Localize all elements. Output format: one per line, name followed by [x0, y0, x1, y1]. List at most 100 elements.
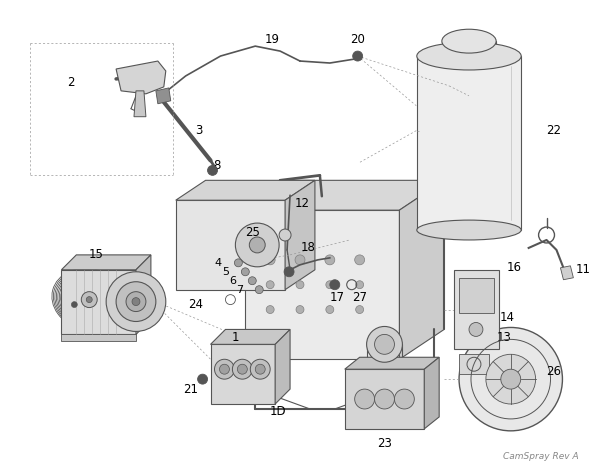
Text: 6: 6 — [229, 276, 236, 286]
Circle shape — [215, 359, 235, 379]
Circle shape — [355, 255, 365, 265]
Circle shape — [255, 364, 265, 374]
Circle shape — [295, 255, 305, 265]
Circle shape — [86, 297, 92, 302]
Text: 21: 21 — [183, 382, 198, 396]
Text: 23: 23 — [377, 437, 392, 450]
Text: 4: 4 — [215, 258, 222, 268]
Text: 3: 3 — [195, 124, 202, 137]
Circle shape — [71, 301, 77, 308]
Polygon shape — [345, 369, 424, 429]
Circle shape — [255, 286, 263, 293]
Text: 18: 18 — [301, 242, 316, 254]
Circle shape — [374, 334, 394, 354]
Text: 8: 8 — [213, 159, 220, 172]
Ellipse shape — [442, 29, 496, 53]
Circle shape — [284, 267, 294, 277]
Text: 22: 22 — [546, 124, 561, 137]
Circle shape — [279, 229, 291, 241]
Polygon shape — [136, 255, 151, 334]
Circle shape — [81, 292, 97, 308]
Polygon shape — [176, 200, 285, 290]
Polygon shape — [61, 255, 151, 270]
Text: 7: 7 — [236, 284, 243, 295]
Circle shape — [459, 327, 562, 431]
Circle shape — [235, 259, 242, 267]
Text: 14: 14 — [499, 311, 514, 324]
Text: 13: 13 — [496, 331, 511, 344]
Circle shape — [232, 359, 252, 379]
Circle shape — [486, 354, 536, 404]
Circle shape — [355, 389, 374, 409]
Circle shape — [394, 389, 415, 409]
Polygon shape — [61, 270, 136, 334]
Circle shape — [250, 237, 265, 253]
Circle shape — [367, 326, 403, 362]
Text: 24: 24 — [188, 298, 203, 311]
Circle shape — [266, 306, 274, 314]
Bar — [454, 270, 499, 349]
Circle shape — [132, 298, 140, 306]
Circle shape — [197, 374, 208, 384]
Polygon shape — [424, 357, 439, 429]
Polygon shape — [211, 329, 290, 344]
Polygon shape — [285, 180, 315, 290]
Polygon shape — [275, 329, 290, 404]
Circle shape — [296, 306, 304, 314]
Text: CamSpray Rev A: CamSpray Rev A — [503, 452, 578, 461]
Circle shape — [353, 51, 362, 61]
Text: 12: 12 — [295, 197, 310, 210]
Ellipse shape — [417, 42, 521, 70]
Text: 19: 19 — [265, 32, 280, 46]
Polygon shape — [116, 61, 166, 94]
Circle shape — [325, 255, 335, 265]
Circle shape — [241, 268, 250, 276]
Text: 20: 20 — [350, 32, 365, 46]
Circle shape — [356, 306, 364, 314]
Polygon shape — [418, 56, 521, 230]
Text: 27: 27 — [352, 291, 367, 304]
Circle shape — [501, 369, 521, 389]
Polygon shape — [156, 88, 171, 104]
Circle shape — [326, 281, 334, 289]
Text: 11: 11 — [576, 263, 591, 276]
Polygon shape — [345, 357, 439, 369]
Circle shape — [326, 306, 334, 314]
Circle shape — [330, 280, 340, 290]
Text: 10: 10 — [134, 288, 148, 301]
Bar — [459, 278, 494, 313]
Circle shape — [265, 255, 275, 265]
Circle shape — [235, 223, 279, 267]
Text: 16: 16 — [506, 261, 521, 274]
Polygon shape — [245, 180, 444, 210]
Circle shape — [469, 323, 483, 336]
Circle shape — [266, 281, 274, 289]
Circle shape — [220, 364, 229, 374]
Text: 1: 1 — [232, 331, 239, 344]
Polygon shape — [61, 334, 136, 341]
Text: 5: 5 — [222, 267, 229, 277]
Text: 17: 17 — [329, 291, 344, 304]
Circle shape — [238, 364, 247, 374]
Circle shape — [374, 389, 394, 409]
Polygon shape — [400, 180, 444, 359]
Bar — [459, 354, 489, 374]
Circle shape — [106, 272, 166, 332]
Text: 1D: 1D — [270, 406, 286, 418]
Circle shape — [248, 277, 256, 284]
Ellipse shape — [417, 220, 521, 240]
Circle shape — [356, 281, 364, 289]
Text: 25: 25 — [245, 226, 260, 238]
Polygon shape — [245, 210, 400, 359]
Circle shape — [116, 282, 156, 322]
Circle shape — [126, 292, 146, 311]
Text: 26: 26 — [546, 365, 561, 378]
Polygon shape — [560, 266, 574, 280]
Polygon shape — [211, 344, 275, 404]
Circle shape — [250, 359, 270, 379]
Text: 9: 9 — [137, 308, 145, 321]
Polygon shape — [134, 91, 146, 117]
Circle shape — [296, 281, 304, 289]
Circle shape — [208, 165, 217, 175]
Polygon shape — [176, 180, 315, 200]
